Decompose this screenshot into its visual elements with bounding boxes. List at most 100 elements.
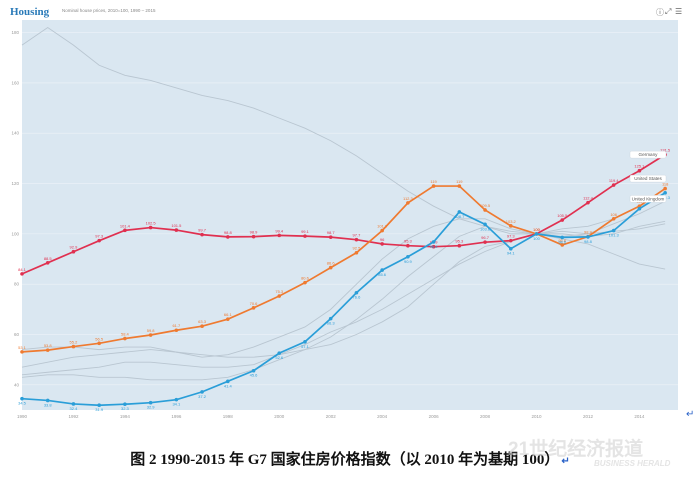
united-kingdom-line [21,192,666,407]
return-mark-caption: ↵ [561,456,570,467]
united-kingdom-point-2011 [560,235,565,240]
germany-label-1994: 101.4 [120,223,131,228]
gridlines [22,32,678,386]
united-states-label-2006: 119 [430,179,437,184]
united-kingdom-point-2009 [508,246,513,251]
united-states-point-1991 [45,348,50,352]
germany-label-2011: 105.5 [557,213,568,218]
united-states-point-1995 [148,333,153,337]
germany-label-2003: 97.7 [353,233,362,238]
x-tick-2004: 2004 [377,414,388,419]
germany-point-2002 [328,235,333,239]
germany-label-2014: 125.1 [634,164,645,169]
united-kingdom-point-1995 [148,400,153,405]
united-states-point-1999 [251,306,256,310]
germany-label-2008: 96.7 [481,235,490,240]
y-tick-180: 180 [11,30,19,35]
germany-label-2001: 99.1 [301,229,310,234]
germany-point-2012 [586,200,590,205]
germany-point-2009 [508,238,513,243]
united-kingdom-point-2002 [328,316,333,321]
x-tick-2002: 2002 [326,414,337,419]
germany-point-2001 [303,234,307,238]
legend-box-united-kingdom [629,195,667,203]
united-states-point-1998 [226,317,230,321]
united-kingdom-label-1991: 33.8 [44,402,53,407]
germany-label-2013: 119.4 [609,178,619,183]
united-states-label-1993: 56.5 [95,336,104,341]
united-states-line [21,185,666,353]
germany-point-2004 [380,242,384,246]
united-kingdom-point-2003 [354,290,359,295]
united-states-label-2008: 109.5 [480,203,491,208]
united-kingdom-point-2010 [534,232,539,236]
legend-box-germany [629,150,667,159]
united-states-label-2001: 80.6 [301,276,310,281]
united-kingdom-point-2008 [483,222,487,227]
germany-label-2012: 112.4 [583,196,593,201]
united-states-point-2002 [328,265,333,270]
info-icon[interactable]: ⓘ [656,8,664,17]
united-kingdom-label-2009: 94.1 [507,251,516,256]
united-kingdom-point-1998 [226,379,230,384]
united-states-point-2005 [406,201,410,205]
background-series-line-7 [21,195,666,376]
united-states-point-2013 [611,216,616,221]
background-series-line-5 [21,220,666,381]
germany-point-1999 [251,234,256,239]
germany-label-1993: 97.3 [95,234,104,239]
united-kingdom-label-1997: 37.2 [198,394,207,399]
watermark-subtext: BUSINESS HERALD [594,459,671,468]
united-states-label-2005: 112.3 [403,196,413,201]
united-states-label-2012: 98.9 [584,230,593,235]
x-tick-1990: 1990 [17,414,28,419]
germany-point-1995 [148,225,153,230]
germany-point-1992 [71,249,76,254]
expand-icon[interactable]: ⤢ [665,7,672,16]
united-kingdom-point-1991 [45,398,50,403]
united-kingdom-point-1992 [71,402,76,406]
united-kingdom-point-1993 [97,403,101,408]
plot-background [22,20,678,410]
germany-point-1990 [20,272,24,276]
germany-point-1991 [45,261,50,265]
germany-point-2006 [431,244,436,249]
united-kingdom-point-2007 [457,210,462,214]
menu-icon[interactable]: ☰ [675,7,683,16]
y-tick-120: 120 [11,181,19,186]
germany-point-2011 [560,218,565,222]
germany-label-1997: 99.7 [198,228,207,233]
highlighted-series: 84.1 88.5 92.9 97.3 101.4 102.5 101.5 99.7 98.8 9… [18,148,671,413]
united-states-label-2011: 95.6 [558,238,567,243]
germany-point-1993 [97,238,101,243]
germany-label-2000: 99.4 [275,228,284,233]
united-states-point-2003 [354,250,359,255]
legend-label-united-kingdom: United Kingdom [632,196,665,201]
united-kingdom-label-2013: 101.3 [609,233,620,238]
germany-point-2003 [354,237,359,242]
united-kingdom-label-1995: 32.9 [147,405,156,410]
united-states-label-1997: 63.3 [198,319,207,324]
x-tick-2012: 2012 [583,414,594,419]
y-tick-60: 60 [14,332,20,337]
background-series-line-6 [21,223,666,368]
germany-label-2009: 97.3 [507,234,516,239]
united-states-point-2007 [457,184,462,188]
united-kingdom-label-2012: 98.8 [584,239,593,244]
united-states-point-2009 [508,224,513,228]
germany-point-2000 [277,233,282,238]
united-states-label-2007: 119 [456,179,463,184]
united-kingdom-point-1990 [20,396,24,401]
united-kingdom-label-1993: 31.9 [95,407,104,412]
united-kingdom-label-1996: 34.1 [172,402,181,407]
germany-label-1995: 102.5 [146,221,157,226]
united-states-point-1993 [97,341,101,346]
germany-label-1990: 84.1 [18,267,27,272]
united-kingdom-label-2001: 57.1 [301,344,310,349]
united-states-point-2014 [637,204,642,208]
germany-point-2007 [457,243,462,248]
united-kingdom-label-2007: 108.7 [454,214,465,219]
united-kingdom-label-1990: 34.5 [18,401,27,406]
chart-brand-title: Housing [10,6,50,18]
background-series-line-3 [21,27,666,270]
